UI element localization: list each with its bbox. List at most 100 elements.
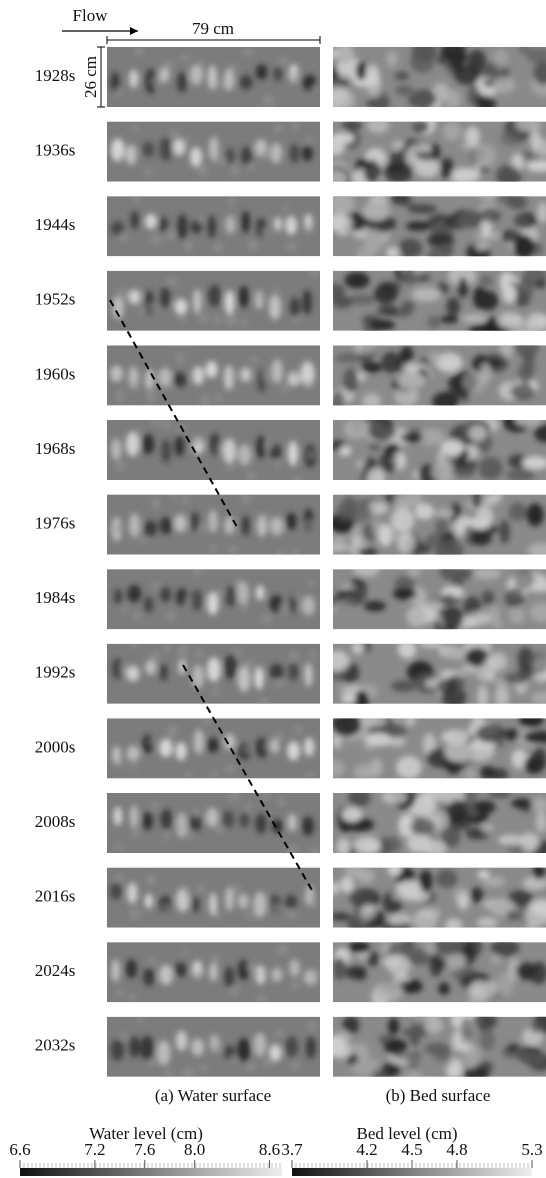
- blob: [116, 461, 124, 472]
- tick-label: 7.6: [134, 1140, 155, 1159]
- blob: [162, 60, 174, 69]
- blob: [493, 49, 508, 70]
- blob: [223, 439, 236, 464]
- blob: [407, 565, 421, 576]
- blob: [207, 657, 221, 682]
- bed-panel: [320, 189, 546, 263]
- bed-panel: [320, 489, 546, 562]
- water-panel: [107, 418, 320, 483]
- flow-label: Flow: [73, 6, 109, 25]
- blob: [225, 290, 235, 315]
- blob: [352, 641, 364, 655]
- blob: [129, 993, 136, 1000]
- blob: [469, 425, 487, 441]
- bed-panel: [325, 1010, 546, 1083]
- water-panel: [107, 717, 320, 782]
- blob: [517, 666, 535, 678]
- blob: [491, 77, 515, 94]
- blob: [151, 802, 159, 810]
- bed-panel: [333, 784, 546, 864]
- blob: [531, 1021, 541, 1033]
- blob: [273, 460, 281, 467]
- blob: [114, 589, 122, 604]
- blob: [215, 157, 226, 166]
- blob: [164, 1069, 172, 1079]
- blob: [327, 882, 339, 895]
- blob: [239, 319, 248, 325]
- blob: [274, 1030, 283, 1037]
- blob: [226, 464, 237, 471]
- blob: [209, 136, 219, 160]
- blob: [473, 145, 496, 167]
- width-label: 79 cm: [192, 19, 234, 38]
- blob: [445, 741, 473, 762]
- blob: [410, 818, 435, 835]
- blob: [391, 508, 415, 531]
- blob: [428, 316, 441, 329]
- blob: [276, 731, 283, 741]
- blob: [304, 663, 312, 687]
- blob: [339, 446, 351, 456]
- blob: [488, 789, 511, 798]
- blob: [356, 247, 374, 263]
- blob: [197, 215, 204, 224]
- blob: [340, 877, 354, 893]
- blob: [350, 536, 366, 559]
- blob: [191, 1038, 204, 1056]
- blob: [256, 294, 266, 301]
- blob: [501, 229, 523, 242]
- blob: [510, 384, 534, 400]
- blob: [463, 1045, 481, 1069]
- blob: [161, 439, 171, 463]
- blob: [400, 346, 413, 364]
- blob: [131, 763, 138, 770]
- blob: [212, 686, 219, 697]
- blob: [132, 126, 138, 132]
- blob: [110, 366, 123, 382]
- blob: [458, 277, 468, 298]
- blob: [483, 78, 495, 87]
- blob: [285, 1036, 298, 1057]
- blob: [111, 439, 121, 460]
- blob: [348, 890, 363, 905]
- blob: [517, 277, 533, 301]
- blob: [477, 291, 498, 310]
- blob: [303, 227, 315, 233]
- blob: [127, 585, 141, 602]
- blob: [148, 958, 157, 965]
- blob: [212, 954, 221, 963]
- blob: [377, 304, 397, 315]
- blob: [115, 989, 124, 996]
- blob: [167, 610, 176, 622]
- blob: [479, 275, 493, 286]
- blob: [208, 215, 216, 238]
- blob: [286, 513, 297, 530]
- blob: [278, 602, 290, 614]
- blob: [480, 766, 495, 780]
- blob: [288, 441, 298, 466]
- blob: [491, 938, 519, 957]
- blob: [138, 538, 147, 544]
- blob: [483, 656, 497, 676]
- blob: [430, 954, 442, 977]
- blob: [230, 987, 240, 997]
- blob: [302, 146, 313, 161]
- blob: [408, 204, 437, 214]
- time-label: 1992s: [35, 663, 76, 682]
- blob: [328, 193, 355, 214]
- blob: [205, 361, 217, 378]
- blob: [269, 295, 281, 320]
- tick-label: 4.2: [356, 1140, 377, 1159]
- blob: [378, 92, 389, 111]
- blob: [199, 1064, 208, 1072]
- tick-label: 8.0: [184, 1140, 205, 1159]
- blob: [115, 390, 125, 401]
- blob: [424, 1019, 443, 1034]
- blob: [216, 442, 223, 453]
- blob: [306, 136, 313, 143]
- time-label: 1976s: [35, 514, 76, 533]
- blob: [157, 1040, 171, 1065]
- blob: [502, 284, 516, 303]
- blob: [263, 512, 271, 523]
- blob: [126, 666, 140, 682]
